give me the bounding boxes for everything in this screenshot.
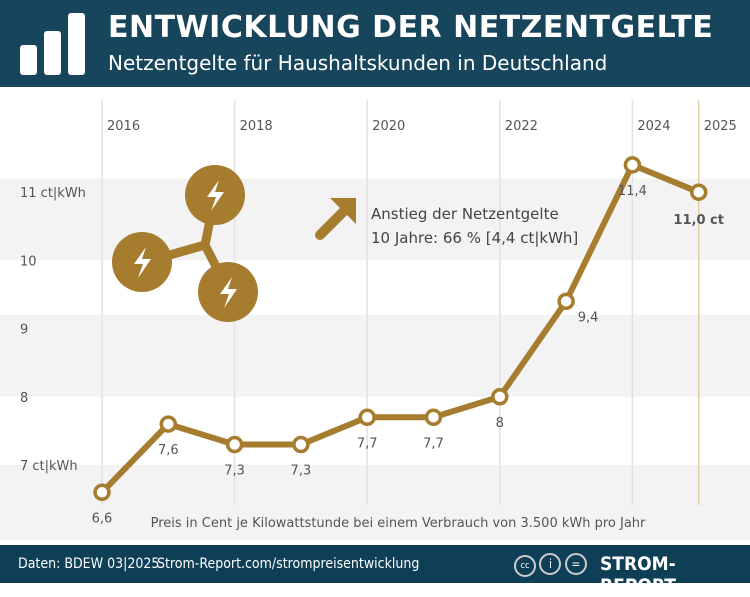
cc-license-icons: cc i =	[514, 553, 587, 577]
y-tick-label: 11 ct|kWh	[20, 186, 86, 201]
data-label: 11,4	[618, 184, 647, 199]
x-tick-label: 2025	[704, 119, 737, 134]
data-point	[358, 408, 376, 427]
cc-icon: cc	[514, 555, 536, 577]
data-point	[424, 408, 443, 427]
data-label: 11,0 ct	[673, 213, 724, 228]
y-tick-label: 10	[20, 254, 37, 269]
data-point	[623, 156, 642, 174]
data-label: 7,7	[357, 436, 378, 451]
by-icon: i	[539, 553, 562, 575]
x-tick-label: 2020	[372, 119, 405, 134]
data-label: 6,6	[92, 511, 113, 526]
data-label: 7,3	[224, 464, 245, 479]
nd-icon: =	[564, 553, 587, 575]
footnote: Preis in Cent je Kilowattstunde bei eine…	[151, 516, 646, 531]
brand-name: STROM-REPORT	[600, 553, 676, 597]
data-point	[159, 415, 178, 433]
data-point	[93, 483, 111, 502]
source-text: Daten: BDEW 03|2025	[18, 556, 160, 572]
line-chart: 7 ct|kWh 8 9 10 11 ct|kWh 2016 2018 2020 2022 20…	[0, 100, 750, 541]
annotation-line1: Anstieg der Netzentgelte	[371, 205, 559, 223]
footer: Daten: BDEW 03|2025 Strom-Report.com/str…	[0, 545, 750, 597]
x-tick-label: 2018	[240, 119, 273, 134]
page-title: ENTWICKLUNG DER NETZENTGELTE	[108, 10, 714, 45]
x-tick-label: 2022	[505, 119, 538, 134]
page-subtitle: Netzentgelte für Haushaltskunden in Deut…	[108, 51, 608, 75]
data-point	[491, 388, 509, 406]
data-point	[225, 435, 244, 454]
data-label: 7,3	[291, 464, 312, 479]
data-point	[292, 435, 310, 454]
annotation-line2: 10 Jahre: 66 % [4,4 ct|kWh]	[371, 229, 578, 247]
data-point	[689, 183, 708, 201]
grid-band	[0, 465, 750, 541]
data-label: 8	[496, 416, 504, 431]
data-label: 7,7	[423, 436, 444, 451]
y-tick-label: 9	[20, 323, 28, 338]
arrow-up-right-icon	[315, 198, 356, 240]
x-tick-label: 2024	[637, 119, 670, 134]
header: ENTWICKLUNG DER NETZENTGELTE Netzentgelt…	[0, 0, 750, 87]
data-label: 9,4	[578, 310, 599, 325]
y-tick-label: 7 ct|kWh	[20, 459, 78, 474]
grid-band	[0, 314, 750, 397]
y-tick-label: 8	[20, 391, 28, 406]
x-tick-label: 2016	[107, 119, 140, 134]
power-network-icon	[112, 165, 258, 322]
bar-chart-logo-icon	[20, 13, 85, 75]
source-link[interactable]: Strom-Report.com/strompreisentwicklung	[157, 556, 420, 572]
series-line	[99, 161, 700, 495]
data-label: 7,6	[158, 443, 179, 458]
data-point	[557, 292, 575, 311]
